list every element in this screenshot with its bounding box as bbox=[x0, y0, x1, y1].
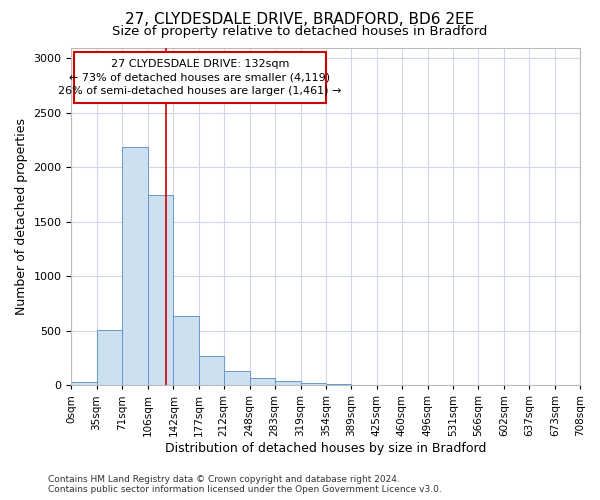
Bar bbox=[377, 384, 402, 386]
Y-axis label: Number of detached properties: Number of detached properties bbox=[15, 118, 28, 315]
Bar bbox=[224, 371, 250, 386]
Bar bbox=[326, 384, 351, 386]
Text: Contains HM Land Registry data © Crown copyright and database right 2024.
Contai: Contains HM Land Registry data © Crown c… bbox=[48, 474, 442, 494]
Bar bbox=[275, 382, 301, 386]
Bar bbox=[351, 384, 377, 386]
X-axis label: Distribution of detached houses by size in Bradford: Distribution of detached houses by size … bbox=[165, 442, 487, 455]
Bar bbox=[122, 146, 148, 386]
Bar bbox=[199, 356, 224, 386]
Text: 27, CLYDESDALE DRIVE, BRADFORD, BD6 2EE: 27, CLYDESDALE DRIVE, BRADFORD, BD6 2EE bbox=[125, 12, 475, 28]
Text: 27 CLYDESDALE DRIVE: 132sqm: 27 CLYDESDALE DRIVE: 132sqm bbox=[111, 60, 289, 70]
Bar bbox=[148, 194, 173, 386]
Text: Size of property relative to detached houses in Bradford: Size of property relative to detached ho… bbox=[112, 25, 488, 38]
Text: ← 73% of detached houses are smaller (4,119): ← 73% of detached houses are smaller (4,… bbox=[70, 72, 331, 83]
FancyBboxPatch shape bbox=[74, 52, 326, 103]
Bar bbox=[97, 330, 122, 386]
Bar bbox=[301, 383, 326, 386]
Text: 26% of semi-detached houses are larger (1,461) →: 26% of semi-detached houses are larger (… bbox=[58, 86, 341, 96]
Bar bbox=[250, 378, 275, 386]
Bar bbox=[71, 382, 97, 386]
Bar bbox=[173, 316, 199, 386]
